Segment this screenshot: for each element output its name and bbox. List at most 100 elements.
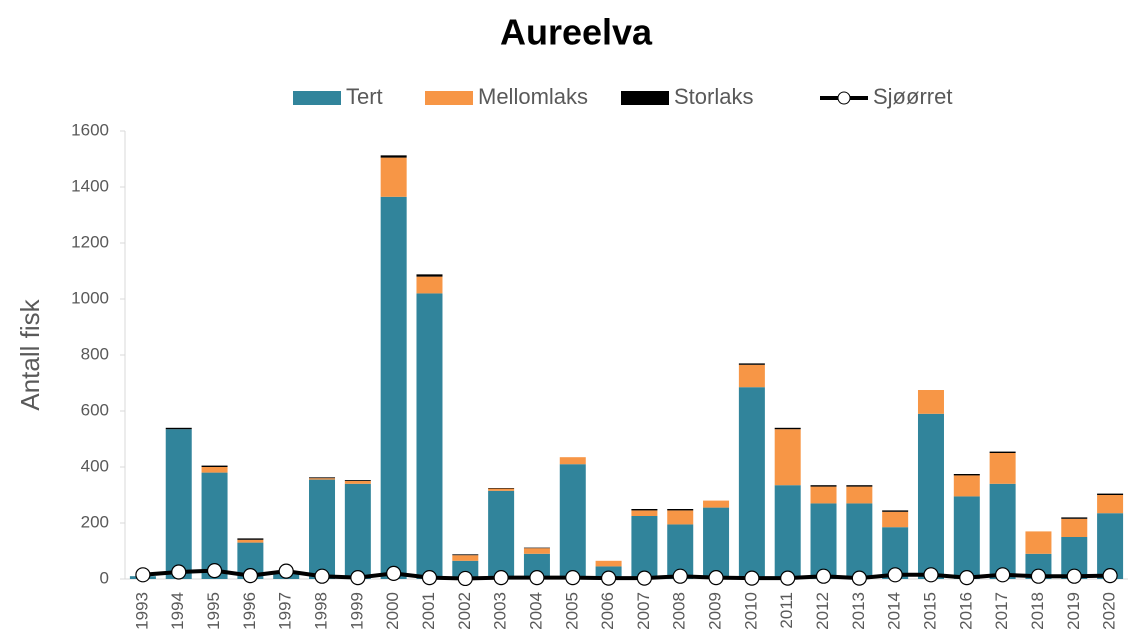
bar-segment [201, 467, 228, 473]
bar-segment [1097, 493, 1124, 495]
line-marker [815, 568, 832, 584]
y-tick-label: 800 [81, 344, 109, 363]
x-tick-label: 2006 [598, 592, 617, 630]
bar-segment [380, 157, 407, 197]
bar-segment [738, 363, 765, 365]
bar-segment [452, 560, 479, 579]
legend-label: Storlaks [674, 84, 753, 109]
bar-segment [631, 509, 658, 511]
bar-segment [309, 478, 336, 480]
x-tick-label: 2005 [562, 592, 581, 630]
line-marker [1066, 568, 1082, 584]
bar-segment [703, 507, 730, 579]
x-tick-label: 2007 [634, 592, 653, 630]
legend-marker [837, 91, 851, 105]
line-marker [600, 570, 617, 586]
line-marker [421, 569, 438, 586]
x-tick-label: 1993 [132, 592, 151, 630]
bar-segment [380, 196, 407, 580]
line-marker [529, 569, 545, 586]
bar-segment [846, 503, 873, 579]
legend-swatch [621, 91, 669, 105]
line-marker [314, 568, 330, 584]
bar-segment [559, 464, 586, 579]
y-tick-label: 600 [81, 400, 109, 419]
bar-segment [989, 451, 1016, 453]
bar-segment [488, 488, 515, 491]
y-axis-label: Antall fisk [15, 298, 45, 410]
bar-segment [703, 500, 730, 508]
line-marker [780, 570, 796, 586]
bar-segment [416, 274, 443, 277]
y-tick-label: 1000 [71, 288, 109, 307]
line-marker [708, 569, 724, 586]
bar-segment [882, 511, 909, 528]
bar-segment [917, 413, 944, 579]
line [142, 568, 1111, 581]
x-tick-label: 1995 [204, 592, 223, 630]
bar-segment [309, 479, 336, 579]
line-marker [887, 567, 903, 583]
bar-segment [488, 488, 515, 489]
bar-segment [344, 483, 371, 579]
bar-segment [1061, 517, 1088, 519]
bar-segment [953, 475, 980, 497]
bar-segment [989, 483, 1016, 579]
y-tick-label: 1400 [71, 176, 109, 195]
y-tick-label: 0 [100, 568, 109, 587]
line-marker [995, 567, 1011, 583]
bar-segment [237, 539, 264, 543]
x-tick-label: 2000 [383, 592, 402, 630]
bar-segment [774, 485, 801, 579]
x-tick-label: 1996 [240, 592, 259, 630]
bar-segment [1097, 513, 1124, 579]
legend-label: Tert [346, 84, 383, 109]
bar-segment [416, 276, 443, 294]
x-tick-label: 2011 [777, 592, 796, 629]
line-marker [959, 569, 975, 586]
x-tick-label: 1999 [347, 592, 366, 630]
x-tick-label: 2016 [956, 592, 975, 630]
x-tick-label: 2015 [920, 592, 939, 630]
y-tick-label: 1200 [71, 232, 109, 251]
bar-segment [523, 547, 550, 549]
line-marker [493, 569, 509, 586]
line-marker [457, 570, 473, 587]
line-marker [350, 569, 366, 586]
x-tick-label: 2012 [813, 592, 832, 630]
bar-segment [452, 554, 479, 556]
x-tick-label: 2003 [491, 592, 510, 630]
x-tick-label: 2010 [741, 592, 760, 630]
bar-segment [810, 485, 837, 487]
line-marker [171, 564, 187, 580]
bar-segment [201, 465, 228, 467]
bar-segment [989, 453, 1016, 484]
legend-label: Mellomlaks [478, 84, 588, 109]
x-tick-label: 2014 [885, 592, 904, 630]
line-marker [565, 569, 581, 586]
bar-segment [846, 486, 873, 504]
bar-segment [953, 474, 980, 476]
line-marker [1102, 568, 1118, 584]
bar-segment [846, 485, 873, 487]
bar-segment [165, 429, 192, 579]
chart-title: Aureelva [500, 12, 653, 53]
line-marker [923, 567, 939, 583]
bar-segment [738, 364, 765, 388]
bar-segment [237, 538, 264, 540]
x-tick-label: 2002 [455, 592, 474, 630]
line-marker [851, 570, 867, 586]
legend-swatch [293, 91, 341, 105]
bar-segment [953, 496, 980, 579]
bar-segment [488, 490, 515, 579]
bar-segment [1061, 518, 1088, 537]
bar-segment [810, 486, 837, 504]
bar-segment [452, 555, 479, 561]
legend-label: Sjøørret [873, 84, 952, 109]
x-tick-label: 2013 [849, 592, 868, 630]
bar-segment [882, 510, 909, 512]
bar-segment [309, 477, 336, 479]
bar-segment [631, 516, 658, 579]
line-marker [206, 562, 223, 579]
